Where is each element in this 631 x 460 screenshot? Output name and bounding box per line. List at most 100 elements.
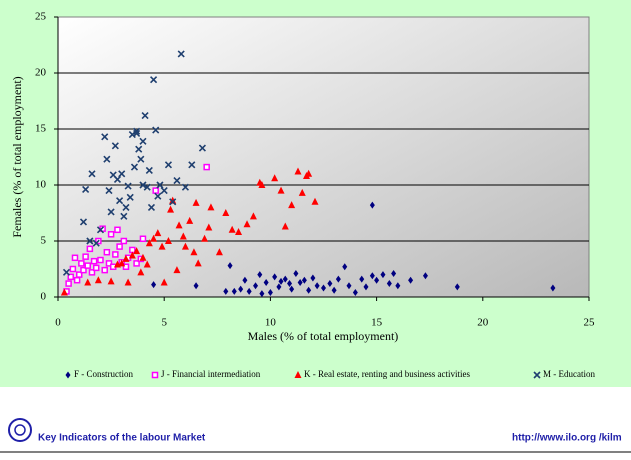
point	[137, 155, 145, 163]
point	[160, 278, 168, 286]
point	[335, 275, 341, 283]
point	[101, 133, 109, 141]
point	[88, 269, 96, 276]
legend-marker	[151, 371, 159, 379]
point	[92, 264, 100, 272]
point	[289, 285, 295, 293]
point	[133, 127, 141, 135]
point	[160, 187, 168, 195]
point	[238, 285, 244, 293]
point	[82, 253, 89, 260]
point	[207, 203, 215, 211]
point	[139, 137, 147, 145]
point	[79, 218, 88, 226]
point	[550, 284, 556, 292]
point	[311, 197, 319, 205]
x-tick-label: 20	[477, 317, 489, 329]
point	[103, 248, 111, 256]
point	[181, 242, 189, 250]
point	[246, 287, 252, 295]
point	[342, 263, 348, 271]
point	[281, 222, 289, 230]
point	[305, 169, 313, 177]
point	[227, 262, 233, 270]
x-axis-label: Males (% of total employment)	[248, 329, 399, 343]
point	[120, 237, 128, 245]
point	[156, 181, 164, 189]
point	[65, 280, 72, 287]
point	[288, 201, 296, 209]
point	[86, 237, 94, 245]
point	[112, 251, 119, 258]
point	[113, 175, 122, 183]
point	[150, 76, 158, 84]
point	[62, 268, 71, 276]
point	[257, 271, 263, 279]
point	[395, 282, 401, 290]
point	[124, 278, 132, 286]
point	[122, 263, 130, 271]
point	[301, 276, 307, 284]
point	[369, 201, 375, 209]
point	[143, 183, 151, 191]
point	[107, 277, 115, 285]
point	[297, 278, 303, 286]
point	[369, 272, 375, 280]
point	[101, 266, 108, 274]
footer-right: http://www.ilo.org /kilm	[512, 433, 622, 444]
point	[177, 50, 185, 58]
point	[258, 181, 266, 188]
point	[306, 286, 312, 294]
point	[203, 163, 210, 171]
point	[80, 266, 87, 274]
point	[278, 277, 284, 285]
point	[111, 142, 119, 150]
point	[173, 176, 181, 185]
legend-marker	[294, 371, 302, 378]
point	[145, 166, 153, 175]
point	[116, 243, 123, 250]
y-tick-label: 20	[35, 67, 47, 79]
point	[363, 283, 369, 291]
point	[122, 203, 130, 211]
point	[133, 129, 141, 138]
point	[190, 248, 198, 256]
point	[253, 282, 259, 290]
point	[139, 181, 147, 189]
point	[67, 273, 74, 281]
point	[346, 282, 352, 290]
y-axis-label: Females (% of total employment)	[10, 76, 24, 237]
point	[128, 251, 136, 259]
x-tick-label: 5	[161, 317, 167, 329]
point	[143, 260, 151, 268]
point	[139, 253, 147, 261]
point	[107, 208, 115, 216]
point	[152, 187, 159, 194]
point	[96, 226, 105, 234]
point	[84, 278, 92, 286]
point	[151, 281, 157, 289]
point	[133, 247, 141, 255]
legend-label: J - Financial intermediation	[161, 369, 261, 379]
point	[181, 183, 190, 191]
point	[139, 235, 147, 243]
point	[86, 245, 94, 253]
point	[215, 248, 223, 256]
point	[141, 111, 149, 120]
footer-left: Key Indicators of the labour Market	[38, 433, 206, 444]
point	[310, 274, 316, 282]
point	[271, 174, 279, 182]
point	[122, 254, 130, 262]
point	[118, 259, 126, 267]
point	[298, 188, 306, 196]
point	[169, 196, 177, 204]
x-tick-label: 15	[371, 317, 383, 329]
point	[276, 283, 282, 291]
y-tick-label: 5	[41, 235, 47, 247]
legend-marker	[65, 371, 71, 379]
point	[352, 289, 358, 297]
point	[164, 161, 173, 169]
point	[118, 170, 126, 178]
point	[88, 170, 96, 178]
